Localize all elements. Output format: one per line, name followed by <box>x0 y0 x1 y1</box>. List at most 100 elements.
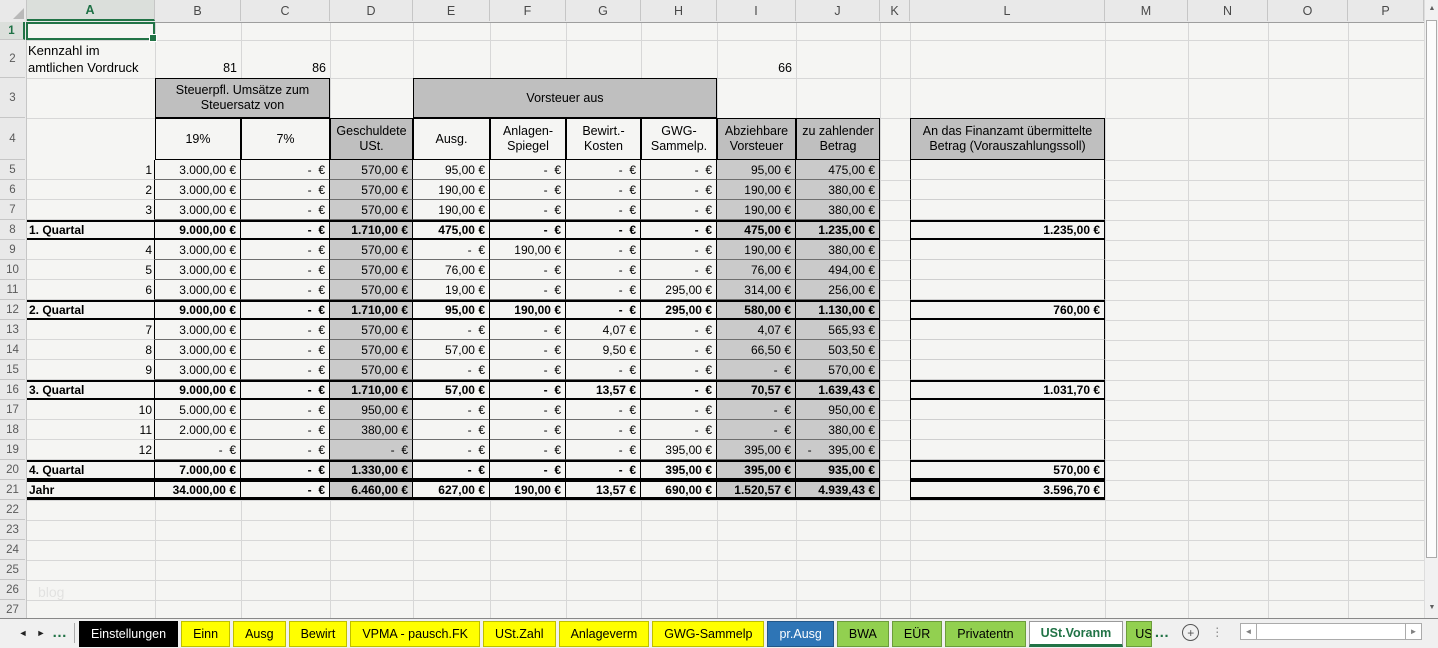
cell-vorsteuer-anlagen[interactable]: 190,00 € <box>490 240 566 260</box>
cell-vorsteuer-ausg[interactable]: 95,00 € <box>413 300 490 320</box>
cell-umsatz-19[interactable]: - € <box>155 440 241 460</box>
cell-umsatz-19[interactable]: 3.000,00 € <box>155 280 241 300</box>
cell-geschuldete-ust[interactable]: 570,00 € <box>330 240 413 260</box>
column-header[interactable]: H <box>641 0 717 21</box>
cell-geschuldete-ust[interactable]: 6.460,00 € <box>330 480 413 500</box>
cell-row-label[interactable]: 8 <box>26 340 155 360</box>
cell-umsatz-7[interactable]: - € <box>241 420 330 440</box>
cell-abziehbare-vorsteuer[interactable]: 76,00 € <box>717 260 796 280</box>
cell-gap[interactable] <box>880 480 910 500</box>
cell-gap[interactable] <box>880 220 910 240</box>
cell-geschuldete-ust[interactable]: 1.710,00 € <box>330 380 413 400</box>
cell-vorsteuer-anlagen[interactable]: - € <box>490 220 566 240</box>
cell-row-label[interactable]: 2 <box>26 180 155 200</box>
row-header[interactable]: 10 <box>0 260 25 280</box>
cell-umsatz-7[interactable]: - € <box>241 360 330 380</box>
cell-geschuldete-ust[interactable]: 570,00 € <box>330 320 413 340</box>
cell-gap[interactable] <box>880 340 910 360</box>
cell-zu-zahlender-betrag[interactable]: - 395,00 € <box>796 440 880 460</box>
cell-row-label[interactable]: 2. Quartal <box>26 300 155 320</box>
cell-finanzamt-betrag[interactable] <box>910 240 1105 260</box>
row-header[interactable]: 12 <box>0 300 25 320</box>
cell-vorsteuer-ausg[interactable]: - € <box>413 400 490 420</box>
cell-abziehbare-vorsteuer[interactable]: 66,50 € <box>717 340 796 360</box>
cell-row-label[interactable]: 6 <box>26 280 155 300</box>
cell-zu-zahlender-betrag[interactable]: 565,93 € <box>796 320 880 340</box>
cell-finanzamt-betrag[interactable] <box>910 180 1105 200</box>
cell-umsatz-19[interactable]: 3.000,00 € <box>155 180 241 200</box>
header-geschuldete-ust[interactable]: Geschuldete USt. <box>330 118 413 160</box>
sheet-tab[interactable]: VPMA - pausch.FK <box>350 621 480 647</box>
column-header[interactable]: C <box>241 0 330 21</box>
cell-umsatz-7[interactable]: - € <box>241 340 330 360</box>
cell-umsatz-7[interactable]: - € <box>241 240 330 260</box>
cell-vorsteuer-ausg[interactable]: 190,00 € <box>413 200 490 220</box>
cell-vorsteuer-gwg[interactable]: 395,00 € <box>641 460 717 480</box>
cell-finanzamt-betrag[interactable] <box>910 420 1105 440</box>
row-header[interactable]: 1 <box>0 22 25 40</box>
sheet-tab[interactable]: USt.Voranm <box>1028 621 1124 647</box>
tab-overflow-left[interactable]: … <box>52 624 68 641</box>
cell-row-label[interactable]: 5 <box>26 260 155 280</box>
cell-umsatz-7[interactable]: - € <box>241 400 330 420</box>
cell-finanzamt-betrag[interactable] <box>910 340 1105 360</box>
row-header[interactable]: 2 <box>0 40 25 78</box>
cell-vorsteuer-bewirt[interactable]: 13,57 € <box>566 380 641 400</box>
header-ausg[interactable]: Ausg. <box>413 118 490 160</box>
more-options-button[interactable]: ⋮ <box>1211 625 1223 639</box>
cell-row-label[interactable]: Jahr <box>26 480 155 500</box>
cell-gap[interactable] <box>880 320 910 340</box>
cell-vorsteuer-gwg[interactable]: 295,00 € <box>641 280 717 300</box>
cell-gap[interactable] <box>880 200 910 220</box>
cell-vorsteuer-anlagen[interactable]: - € <box>490 360 566 380</box>
cell-umsatz-7[interactable]: - € <box>241 380 330 400</box>
row-header[interactable]: 25 <box>0 560 25 580</box>
cell-abziehbare-vorsteuer[interactable]: - € <box>717 420 796 440</box>
cell-zu-zahlender-betrag[interactable]: 950,00 € <box>796 400 880 420</box>
hscroll-left-button[interactable]: ◄ <box>1240 623 1257 640</box>
cell-kennzahl-i[interactable]: 66 <box>778 61 792 75</box>
header-7-percent[interactable]: 7% <box>241 118 330 160</box>
row-header[interactable]: 4 <box>0 118 25 160</box>
row-header[interactable]: 27 <box>0 600 25 620</box>
cell-abziehbare-vorsteuer[interactable]: - € <box>717 400 796 420</box>
header-zu-zahlender-betrag[interactable]: zu zahlender Betrag <box>796 118 880 160</box>
cell-vorsteuer-bewirt[interactable]: - € <box>566 240 641 260</box>
cell-row-label[interactable]: 3 <box>26 200 155 220</box>
cell-gap[interactable] <box>880 260 910 280</box>
cell-vorsteuer-bewirt[interactable]: - € <box>566 360 641 380</box>
cell-vorsteuer-gwg[interactable]: - € <box>641 260 717 280</box>
column-header[interactable]: D <box>330 0 413 21</box>
cell-vorsteuer-anlagen[interactable]: 190,00 € <box>490 300 566 320</box>
cell-finanzamt-betrag[interactable]: 1.031,70 € <box>910 380 1105 400</box>
cell-vorsteuer-ausg[interactable]: - € <box>413 320 490 340</box>
cell-vorsteuer-anlagen[interactable]: - € <box>490 180 566 200</box>
cell-zu-zahlender-betrag[interactable]: 935,00 € <box>796 460 880 480</box>
cell-finanzamt-betrag[interactable] <box>910 160 1105 180</box>
cell-zu-zahlender-betrag[interactable]: 1.235,00 € <box>796 220 880 240</box>
row-header[interactable]: 26 <box>0 580 25 600</box>
cell-geschuldete-ust[interactable]: 570,00 € <box>330 360 413 380</box>
cell-vorsteuer-gwg[interactable]: - € <box>641 340 717 360</box>
header-gwg-sammelp[interactable]: GWG-Sammelp. <box>641 118 717 160</box>
cell-umsatz-7[interactable]: - € <box>241 440 330 460</box>
sheet-tab[interactable]: Privatentn <box>945 621 1026 647</box>
cell-umsatz-7[interactable]: - € <box>241 300 330 320</box>
cell-row-label[interactable]: 9 <box>26 360 155 380</box>
cell-umsatz-7[interactable]: - € <box>241 320 330 340</box>
cell-kennzahl-c[interactable]: 86 <box>312 61 326 75</box>
vertical-scrollbar[interactable]: ▲ ▼ <box>1424 0 1438 618</box>
active-cell-selection[interactable] <box>26 22 157 42</box>
sheet-tab[interactable]: USt.Zahl <box>482 621 556 647</box>
cell-umsatz-7[interactable]: - € <box>241 220 330 240</box>
cell-finanzamt-betrag[interactable]: 3.596,70 € <box>910 480 1105 500</box>
row-header[interactable]: 5 <box>0 160 25 180</box>
cell-vorsteuer-anlagen[interactable]: - € <box>490 380 566 400</box>
cell-vorsteuer-gwg[interactable]: - € <box>641 320 717 340</box>
column-header[interactable]: L <box>910 0 1105 21</box>
cell-geschuldete-ust[interactable]: 570,00 € <box>330 200 413 220</box>
tab-overflow-right[interactable]: … <box>1154 624 1171 641</box>
column-header[interactable]: K <box>880 0 910 21</box>
cell-vorsteuer-bewirt[interactable]: 9,50 € <box>566 340 641 360</box>
cell-zu-zahlender-betrag[interactable]: 380,00 € <box>796 180 880 200</box>
